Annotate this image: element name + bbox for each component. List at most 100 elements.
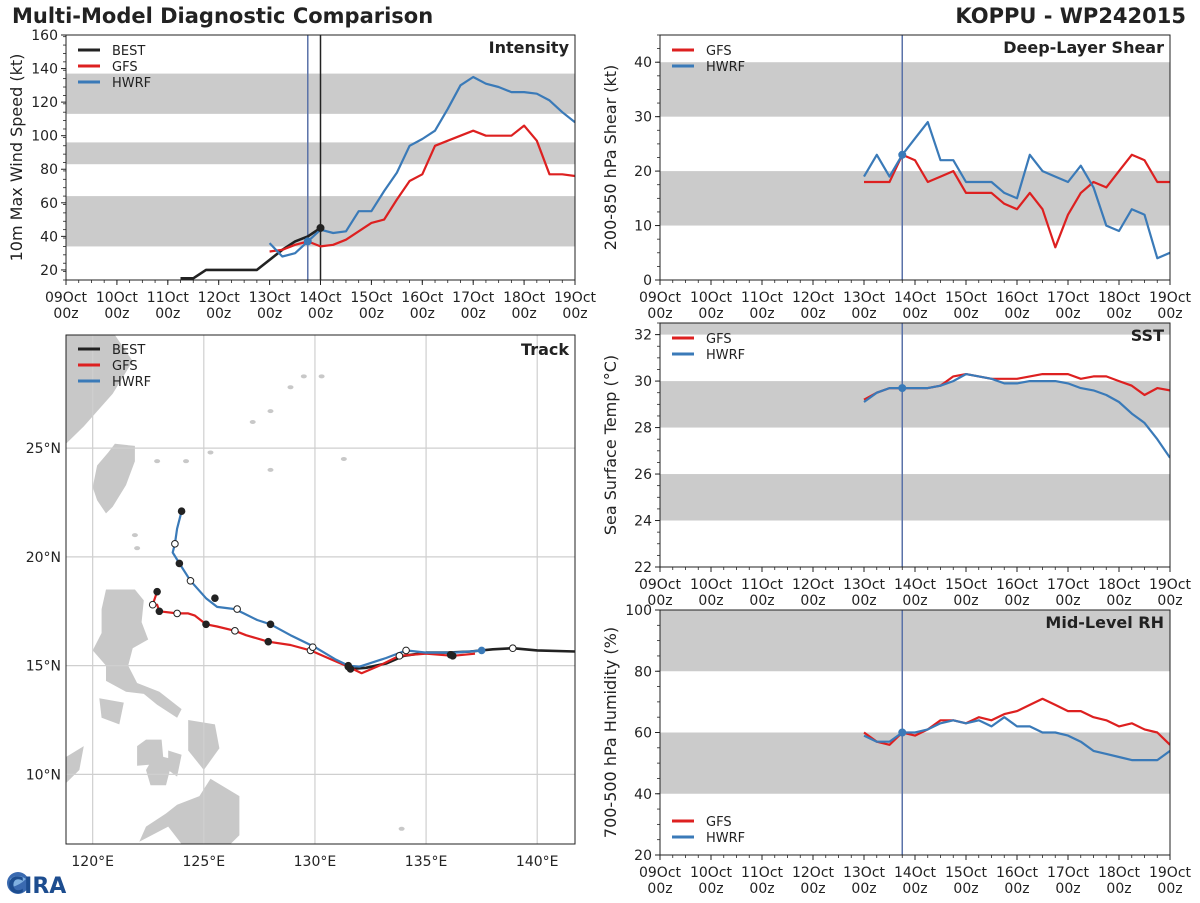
- track-position-point: [344, 661, 353, 670]
- shear-xtick-label: 13Oct: [843, 290, 886, 306]
- rh-ytick-label: 40: [634, 787, 652, 803]
- islet: [267, 409, 274, 414]
- rh-xtick-sublabel: 00z: [953, 881, 978, 897]
- track-position-point: [155, 607, 164, 616]
- intensity-xtick-label: 11Oct: [147, 290, 190, 306]
- track-position-point: [308, 643, 317, 651]
- sst-plot-area: [660, 323, 1170, 567]
- sst-xtick-label: 16Oct: [996, 577, 1039, 593]
- sst-xtick-label: 13Oct: [843, 577, 886, 593]
- land-mass: [92, 589, 182, 718]
- sst-xtick-sublabel: 00z: [1106, 593, 1131, 609]
- islet: [154, 459, 161, 464]
- shear-xtick-sublabel: 00z: [851, 306, 876, 322]
- track-position-point: [173, 609, 181, 618]
- track-series-hwrf: [171, 510, 484, 668]
- sst-xtick-sublabel: 00z: [749, 593, 774, 609]
- rh-xtick-sublabel: 00z: [698, 881, 723, 897]
- rh-xtick-sublabel: 00z: [800, 881, 825, 897]
- intensity-xtick-sublabel: 00z: [206, 306, 231, 322]
- intensity-xtick-sublabel: 00z: [257, 306, 282, 322]
- cira-logo: CIRA: [7, 872, 66, 899]
- sst-ytick-label: 32: [634, 328, 652, 344]
- intensity-xtick-sublabel: 00z: [104, 306, 129, 322]
- rh-xtick-label: 11Oct: [741, 865, 784, 881]
- rh-xtick-label: 13Oct: [843, 865, 886, 881]
- rh-xtick-label: 09Oct: [639, 865, 682, 881]
- shear-xtick-sublabel: 00z: [749, 306, 774, 322]
- intensity-ytick-label: 40: [40, 229, 58, 245]
- sst-xtick-sublabel: 00z: [1004, 593, 1029, 609]
- track-position-point: [186, 576, 195, 585]
- shear-xtick-label: 16Oct: [996, 290, 1039, 306]
- track-position-point: [266, 620, 275, 629]
- shear-band: [660, 62, 1170, 117]
- sst-xtick-label: 12Oct: [792, 577, 835, 593]
- sst-xtick-label: 15Oct: [945, 577, 988, 593]
- intensity-title: Intensity: [489, 38, 570, 57]
- intensity-xtick-sublabel: 00z: [562, 306, 587, 322]
- shear-xtick-label: 15Oct: [945, 290, 988, 306]
- sst-xtick-label: 14Oct: [894, 577, 937, 593]
- rh-xtick-sublabel: 00z: [1004, 881, 1029, 897]
- rh-xtick-sublabel: 00z: [647, 881, 672, 897]
- rh-xtick-label: 16Oct: [996, 865, 1039, 881]
- sst-xtick-label: 19Oct: [1149, 577, 1192, 593]
- rh-series-hwrf: [863, 716, 1170, 762]
- track-frame: [65, 334, 576, 845]
- shear-xtick-label: 09Oct: [639, 290, 682, 306]
- track-position-point: [153, 587, 161, 596]
- sst-ytick-label: 26: [634, 467, 652, 483]
- rh-band: [660, 732, 1170, 794]
- intensity-ytick-label: 120: [31, 95, 58, 111]
- sst-xtick-label: 10Oct: [690, 577, 733, 593]
- shear-xtick-sublabel: 00z: [800, 306, 825, 322]
- track-xtick-label: 125°E: [183, 854, 226, 870]
- sst-xtick-sublabel: 00z: [698, 593, 723, 609]
- rh-xtick-label: 18Oct: [1098, 865, 1141, 881]
- rh-xtick-sublabel: 00z: [1055, 881, 1080, 897]
- shear-series-gfs: [864, 153, 1170, 249]
- shear-panel: 01020304009Oct00z10Oct00z11Oct00z12Oct00…: [601, 34, 1192, 322]
- rh-plot-area: [660, 610, 1170, 855]
- track-position-point: [177, 507, 186, 515]
- track-ytick-label: 15°N: [26, 659, 61, 675]
- shear-xtick-sublabel: 00z: [953, 306, 978, 322]
- shear-xtick-label: 11Oct: [741, 290, 784, 306]
- sst-xtick-sublabel: 00z: [1157, 593, 1182, 609]
- cira-logo-text: CIRA: [8, 874, 66, 899]
- rh-ytick-label: 80: [634, 664, 652, 680]
- rh-xtick-label: 10Oct: [690, 865, 733, 881]
- shear-ytick-label: 30: [634, 110, 652, 126]
- storm-identifier: KOPPU - WP242015: [955, 4, 1186, 28]
- shear-xtick-sublabel: 00z: [647, 306, 672, 322]
- track-position-point: [231, 627, 239, 635]
- shear-series-hwrf: [863, 120, 1170, 260]
- shear-xtick-label: 18Oct: [1098, 290, 1141, 306]
- sst-ytick-label: 22: [634, 560, 652, 576]
- shear-xtick-sublabel: 00z: [698, 306, 723, 322]
- land-mass: [168, 750, 182, 777]
- track-ytick-label: 25°N: [26, 441, 61, 457]
- rh-xtick-sublabel: 00z: [902, 881, 927, 897]
- shear-ytick-label: 40: [634, 55, 652, 71]
- shear-plot-area: [660, 35, 1170, 280]
- shear-xtick-sublabel: 00z: [1004, 306, 1029, 322]
- track-position-point: [402, 646, 410, 655]
- rh-xtick-label: 19Oct: [1149, 865, 1192, 881]
- intensity-xtick-label: 09Oct: [45, 290, 88, 306]
- sst-legend-label-gfs: GFS: [706, 332, 732, 347]
- intensity-xtick-sublabel: 00z: [308, 306, 333, 322]
- islet: [398, 826, 405, 831]
- intensity-xtick-sublabel: 00z: [53, 306, 78, 322]
- intensity-current-point: [316, 223, 325, 232]
- sst-xtick-sublabel: 00z: [953, 593, 978, 609]
- track-position-point: [202, 620, 210, 629]
- islet: [134, 546, 141, 551]
- sst-xtick-label: 17Oct: [1047, 577, 1090, 593]
- sst-xtick-sublabel: 00z: [647, 593, 672, 609]
- shear-ytick-label: 20: [634, 164, 652, 180]
